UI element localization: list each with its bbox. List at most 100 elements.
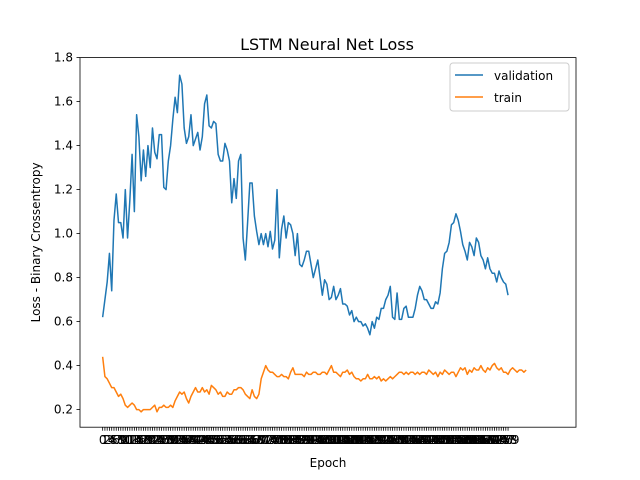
x-tick-label: 172 bbox=[481, 433, 504, 447]
x-tick-label: 136 bbox=[399, 433, 422, 447]
x-tick-label: 95 bbox=[310, 433, 325, 447]
x-tick-label: 57 bbox=[224, 433, 239, 447]
x-tick-label: 62 bbox=[235, 433, 250, 447]
x-tick-label: 123 bbox=[370, 433, 393, 447]
x-tick-label: 120 bbox=[363, 433, 386, 447]
x-tick-label: 21 bbox=[143, 433, 158, 447]
x-tick-label: 146 bbox=[422, 433, 445, 447]
x-tick-label: 31 bbox=[165, 433, 180, 447]
x-tick-label: 165 bbox=[465, 433, 488, 447]
x-tick-label: 73 bbox=[260, 433, 275, 447]
x-tick-label: 18 bbox=[136, 433, 151, 447]
x-tick-label: 112 bbox=[345, 433, 368, 447]
x-tick-label: 94 bbox=[308, 433, 323, 447]
legend-label-train: train bbox=[494, 91, 522, 105]
x-tick-label: 67 bbox=[247, 433, 262, 447]
x-tick-label: 44 bbox=[195, 433, 210, 447]
x-tick-label: 12 bbox=[122, 433, 137, 447]
x-tick-label: 45 bbox=[197, 433, 212, 447]
x-tick-label: 102 bbox=[322, 433, 345, 447]
x-tick-label: 125 bbox=[374, 433, 397, 447]
x-tick-label: 40 bbox=[186, 433, 201, 447]
x-tick-label: 163 bbox=[460, 433, 483, 447]
x-tick-label: 174 bbox=[485, 433, 508, 447]
x-tick-label: 111 bbox=[343, 433, 366, 447]
x-tick-label: 9 bbox=[119, 433, 127, 447]
x-tick-label: 58 bbox=[226, 433, 241, 447]
x-tick-label: 70 bbox=[254, 433, 269, 447]
x-tick-label: 83 bbox=[283, 433, 298, 447]
x-tick-label: 138 bbox=[404, 433, 427, 447]
x-tick-label: 100 bbox=[318, 433, 341, 447]
x-tick-label: 149 bbox=[429, 433, 452, 447]
x-tick-label: 91 bbox=[301, 433, 316, 447]
x-tick-label: 27 bbox=[156, 433, 171, 447]
x-tick-label: 124 bbox=[372, 433, 395, 447]
x-tick-label: 51 bbox=[211, 433, 226, 447]
x-tick-label: 135 bbox=[397, 433, 420, 447]
x-tick-label: 166 bbox=[467, 433, 490, 447]
x-tick-label: 5 bbox=[110, 433, 118, 447]
x-tick-label: 173 bbox=[483, 433, 506, 447]
x-tick-label: 79 bbox=[274, 433, 289, 447]
y-tick-label: 0.6 bbox=[54, 315, 73, 329]
x-tick-label: 24 bbox=[149, 433, 164, 447]
x-tick-label: 20 bbox=[140, 433, 155, 447]
plot-series bbox=[101, 74, 527, 413]
x-tick-label: 26 bbox=[154, 433, 169, 447]
x-tick-label: 42 bbox=[190, 433, 205, 447]
x-tick-label: 38 bbox=[181, 433, 196, 447]
x-tick-label: 75 bbox=[265, 433, 280, 447]
x-tick-label: 169 bbox=[474, 433, 497, 447]
x-tick-label: 177 bbox=[492, 433, 515, 447]
x-tick-label: 88 bbox=[294, 433, 309, 447]
x-tick-label: 23 bbox=[147, 433, 162, 447]
x-tick-label: 3 bbox=[106, 433, 114, 447]
x-tick-label: 151 bbox=[433, 433, 456, 447]
x-tick-label: 37 bbox=[179, 433, 194, 447]
x-tick-label: 11 bbox=[120, 433, 135, 447]
x-tick-label: 148 bbox=[426, 433, 449, 447]
x-tick-label: 114 bbox=[349, 433, 372, 447]
x-tick-label: 132 bbox=[390, 433, 413, 447]
x-tick-label: 30 bbox=[163, 433, 178, 447]
x-tick-label: 128 bbox=[381, 433, 404, 447]
x-tick-label: 7 bbox=[115, 433, 123, 447]
x-tick-label: 129 bbox=[383, 433, 406, 447]
x-tick-label: 72 bbox=[258, 433, 273, 447]
x-tick-label: 68 bbox=[249, 433, 264, 447]
x-tick-label: 92 bbox=[303, 433, 318, 447]
x-tick-label: 104 bbox=[327, 433, 350, 447]
x-tick-label: 29 bbox=[161, 433, 176, 447]
x-tick-label: 98 bbox=[317, 433, 332, 447]
x-tick-label: 1 bbox=[101, 433, 109, 447]
x-tick-label: 109 bbox=[338, 433, 361, 447]
x-tick-label: 161 bbox=[456, 433, 479, 447]
x-tick-label: 16 bbox=[131, 433, 146, 447]
x-tick-label: 55 bbox=[220, 433, 235, 447]
x-tick-label: 143 bbox=[415, 433, 438, 447]
x-tick-label: 52 bbox=[213, 433, 228, 447]
x-tick-label: 78 bbox=[272, 433, 287, 447]
x-tick-label: 134 bbox=[395, 433, 418, 447]
x-tick-label: 35 bbox=[174, 433, 189, 447]
x-tick-label: 141 bbox=[411, 433, 434, 447]
y-tick-label: 1.8 bbox=[54, 51, 73, 65]
x-tick-label: 60 bbox=[231, 433, 246, 447]
x-tick-label: 116 bbox=[354, 433, 377, 447]
x-tick-label: 145 bbox=[420, 433, 443, 447]
x-tick-label: 159 bbox=[451, 433, 474, 447]
x-tick-label: 85 bbox=[288, 433, 303, 447]
x-tick-label: 10 bbox=[118, 433, 133, 447]
y-tick-label: 0.2 bbox=[54, 403, 73, 417]
y-tick-label: 0.4 bbox=[54, 359, 73, 373]
x-tick-label: 171 bbox=[478, 433, 501, 447]
y-ticks: 0.2 0.4 0.6 0.8 1.0 1.2 1.4 1.6 1.8 bbox=[54, 51, 80, 417]
y-axis-label: Loss - Binary Crossentropy bbox=[29, 162, 43, 322]
x-tick-label: 179 bbox=[497, 433, 520, 447]
x-axis-label: Epoch bbox=[310, 456, 347, 470]
x-tick-label: 22 bbox=[145, 433, 160, 447]
legend: validation train bbox=[449, 62, 570, 112]
x-tick-label: 86 bbox=[290, 433, 305, 447]
